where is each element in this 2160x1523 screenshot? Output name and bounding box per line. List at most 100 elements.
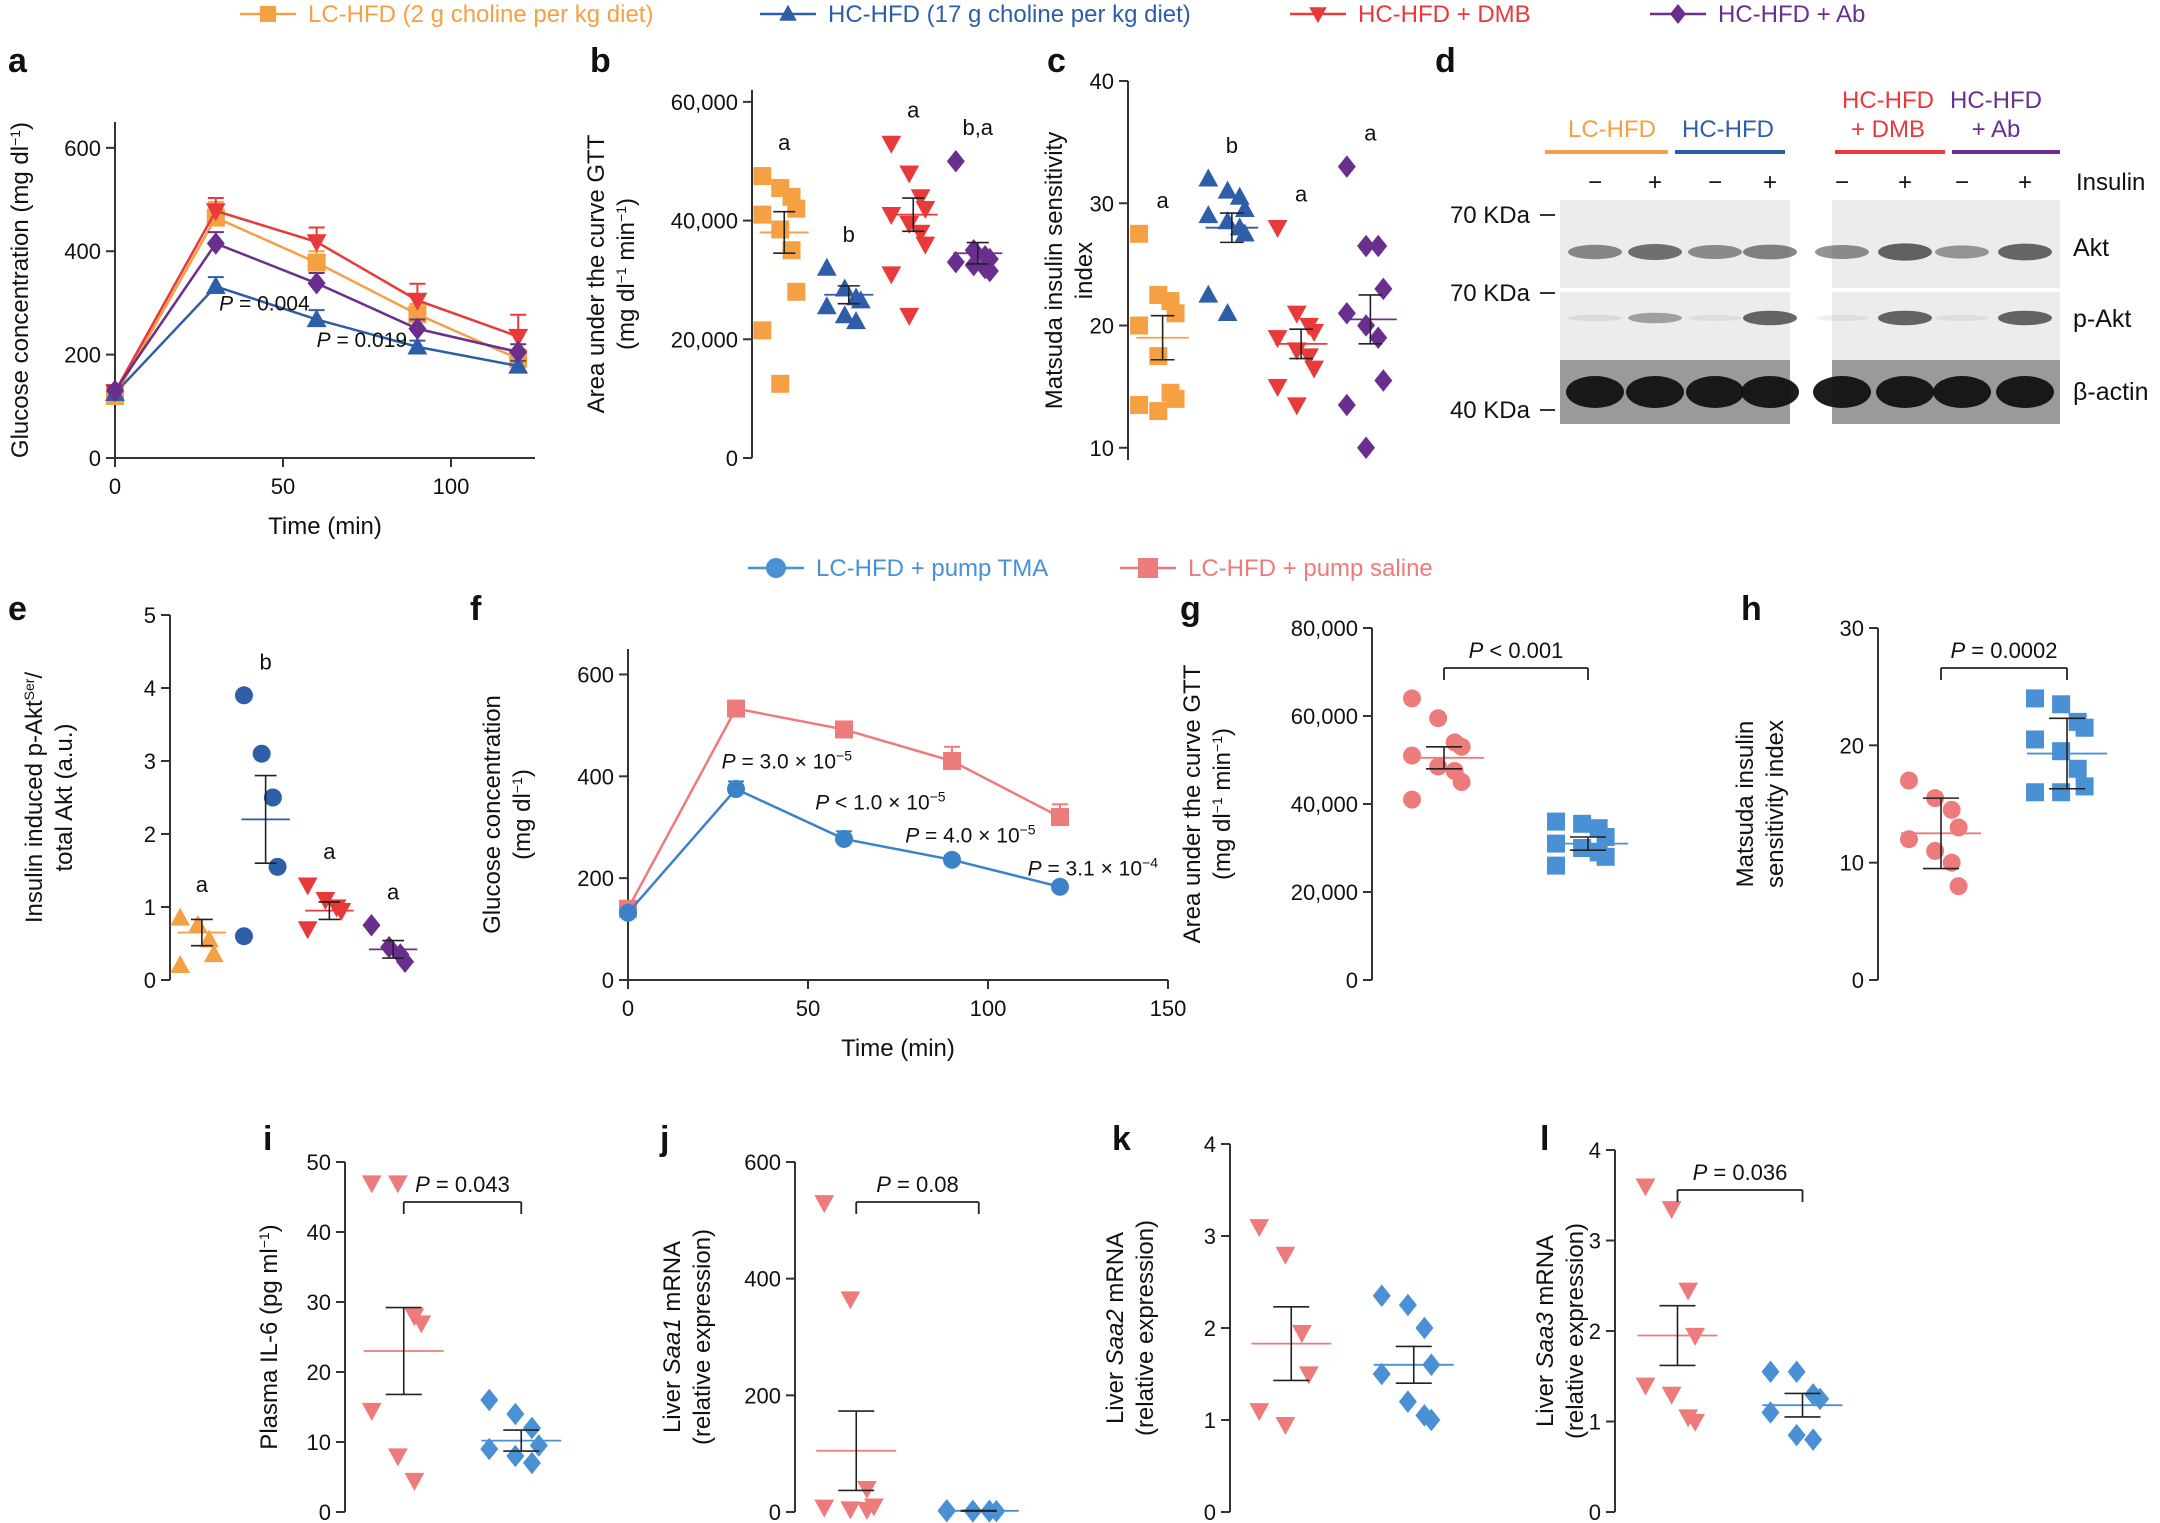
data-point <box>1429 709 1448 728</box>
data-point <box>1422 1408 1441 1432</box>
legend-item-tma: LC-HFD + pump TMA <box>748 555 1048 582</box>
y-tick-label: 0 <box>144 968 156 993</box>
data-point <box>1949 818 1968 837</box>
lane-sign: + <box>1648 169 1662 196</box>
data-point <box>1761 1401 1780 1424</box>
y-tick-label: 1 <box>1589 1410 1601 1435</box>
y-axis-label: Liver Saa1 mRNA <box>659 1241 686 1433</box>
group-hc: b <box>816 222 874 330</box>
blot-group-label: HC-HFD <box>1950 87 2042 114</box>
data-point <box>1596 847 1615 866</box>
data-point <box>1369 326 1388 349</box>
significance-letter: a <box>387 879 400 904</box>
band-actin <box>1566 376 1624 408</box>
lane-sign: − <box>1835 169 1849 196</box>
data-point <box>1166 389 1185 408</box>
y-tick-label: 20,000 <box>1291 880 1358 905</box>
band-actin <box>1741 376 1799 408</box>
x-tick-label: 100 <box>433 474 470 499</box>
band-actin <box>1996 376 2054 408</box>
y-tick-label: 400 <box>64 239 101 264</box>
data-point <box>2052 695 2071 714</box>
data-point <box>1267 330 1288 349</box>
lane-sign: − <box>1588 169 1602 196</box>
data-point <box>1275 1416 1296 1435</box>
blot-group-label-lc: LC-HFD <box>1545 116 1668 154</box>
band-pakt <box>1815 314 1869 322</box>
band-label: p-Akt <box>2073 305 2131 333</box>
data-point <box>1149 347 1168 366</box>
group-lc: a <box>170 872 227 974</box>
data-point <box>727 780 745 799</box>
y-axis-label: Matsuda insulin sensitivity <box>1041 132 1068 409</box>
data-point <box>1942 853 1961 872</box>
data-point <box>1761 1360 1780 1383</box>
data-point <box>910 224 931 243</box>
panel-letter: j <box>659 1120 669 1158</box>
data-point <box>881 206 902 225</box>
y-axis-label: sensitivity index <box>1762 720 1789 888</box>
y-axis-label: Glucose concentration <box>479 695 506 934</box>
data-point <box>1787 1423 1806 1447</box>
data-point <box>1357 234 1376 258</box>
data-point <box>1635 1377 1656 1396</box>
data-point <box>1661 1386 1682 1405</box>
data-point <box>1051 877 1069 896</box>
y-tick-label: 200 <box>744 1383 781 1408</box>
y-tick-label: 3 <box>1204 1224 1216 1249</box>
data-point <box>2052 783 2071 802</box>
data-point <box>1926 841 1945 860</box>
data-point <box>846 311 866 330</box>
data-point <box>1304 323 1324 342</box>
significance-letter: b <box>1226 133 1238 158</box>
data-point <box>771 374 790 393</box>
panel-e: e 0 1 2 3 4 5 Insulin induced p-AktSer/total Ak… <box>8 590 418 993</box>
data-point <box>816 296 837 315</box>
legend-mid: LC-HFD + pump TMA LC-HFD + pump saline <box>748 555 1433 582</box>
lane-sign: − <box>1708 169 1722 196</box>
data-point <box>1804 1428 1823 1451</box>
group-saline <box>361 1175 444 1491</box>
data-point <box>1130 395 1149 414</box>
data-point <box>297 877 318 896</box>
data-point <box>522 1451 541 1475</box>
data-point <box>1357 436 1376 460</box>
data-point <box>1678 1282 1699 1301</box>
membrane-strip <box>1832 292 2060 367</box>
data-point <box>1403 689 1421 708</box>
y-axis-label: total Akt (a.u.) <box>51 723 78 871</box>
data-point <box>1547 812 1565 831</box>
y-tick-label: 10 <box>1090 436 1114 461</box>
band-pakt <box>1568 314 1622 322</box>
y-tick-label: 200 <box>577 866 614 891</box>
data-point <box>753 167 772 186</box>
y-tick-label: 400 <box>744 1267 781 1292</box>
band-akt <box>1998 243 2052 261</box>
data-point <box>1286 305 1307 324</box>
mw-marker-label: 70 KDa <box>1450 280 1531 307</box>
panel-g: g 0 20,000 40,000 60,000 80,000 Area under the… <box>1179 590 1628 993</box>
y-tick-label: 400 <box>577 764 614 789</box>
data-point <box>814 1499 835 1518</box>
data-point <box>771 220 790 239</box>
band-label: β-actin <box>2073 378 2149 406</box>
data-point <box>943 752 961 771</box>
data-point <box>1685 1327 1705 1346</box>
group-saline <box>1900 771 1981 896</box>
x-tick-label: 50 <box>271 474 295 499</box>
legend-item-dmb: HC-HFD + DMB <box>1290 1 1531 28</box>
y-tick-label: 20 <box>307 1360 331 1385</box>
data-point <box>1249 1403 1270 1422</box>
data-point <box>306 309 327 328</box>
group-dmb: a <box>1267 182 1328 416</box>
y-axis-label: (mg dl−1) <box>509 769 536 860</box>
y-tick-label: 10 <box>307 1430 331 1455</box>
data-point <box>268 857 287 876</box>
data-point <box>753 205 772 224</box>
data-point <box>205 203 226 222</box>
panel-letter: e <box>8 590 27 628</box>
blot-group-label: LC-HFD <box>1568 116 1656 143</box>
data-point <box>1573 814 1592 833</box>
data-point <box>387 1448 408 1467</box>
